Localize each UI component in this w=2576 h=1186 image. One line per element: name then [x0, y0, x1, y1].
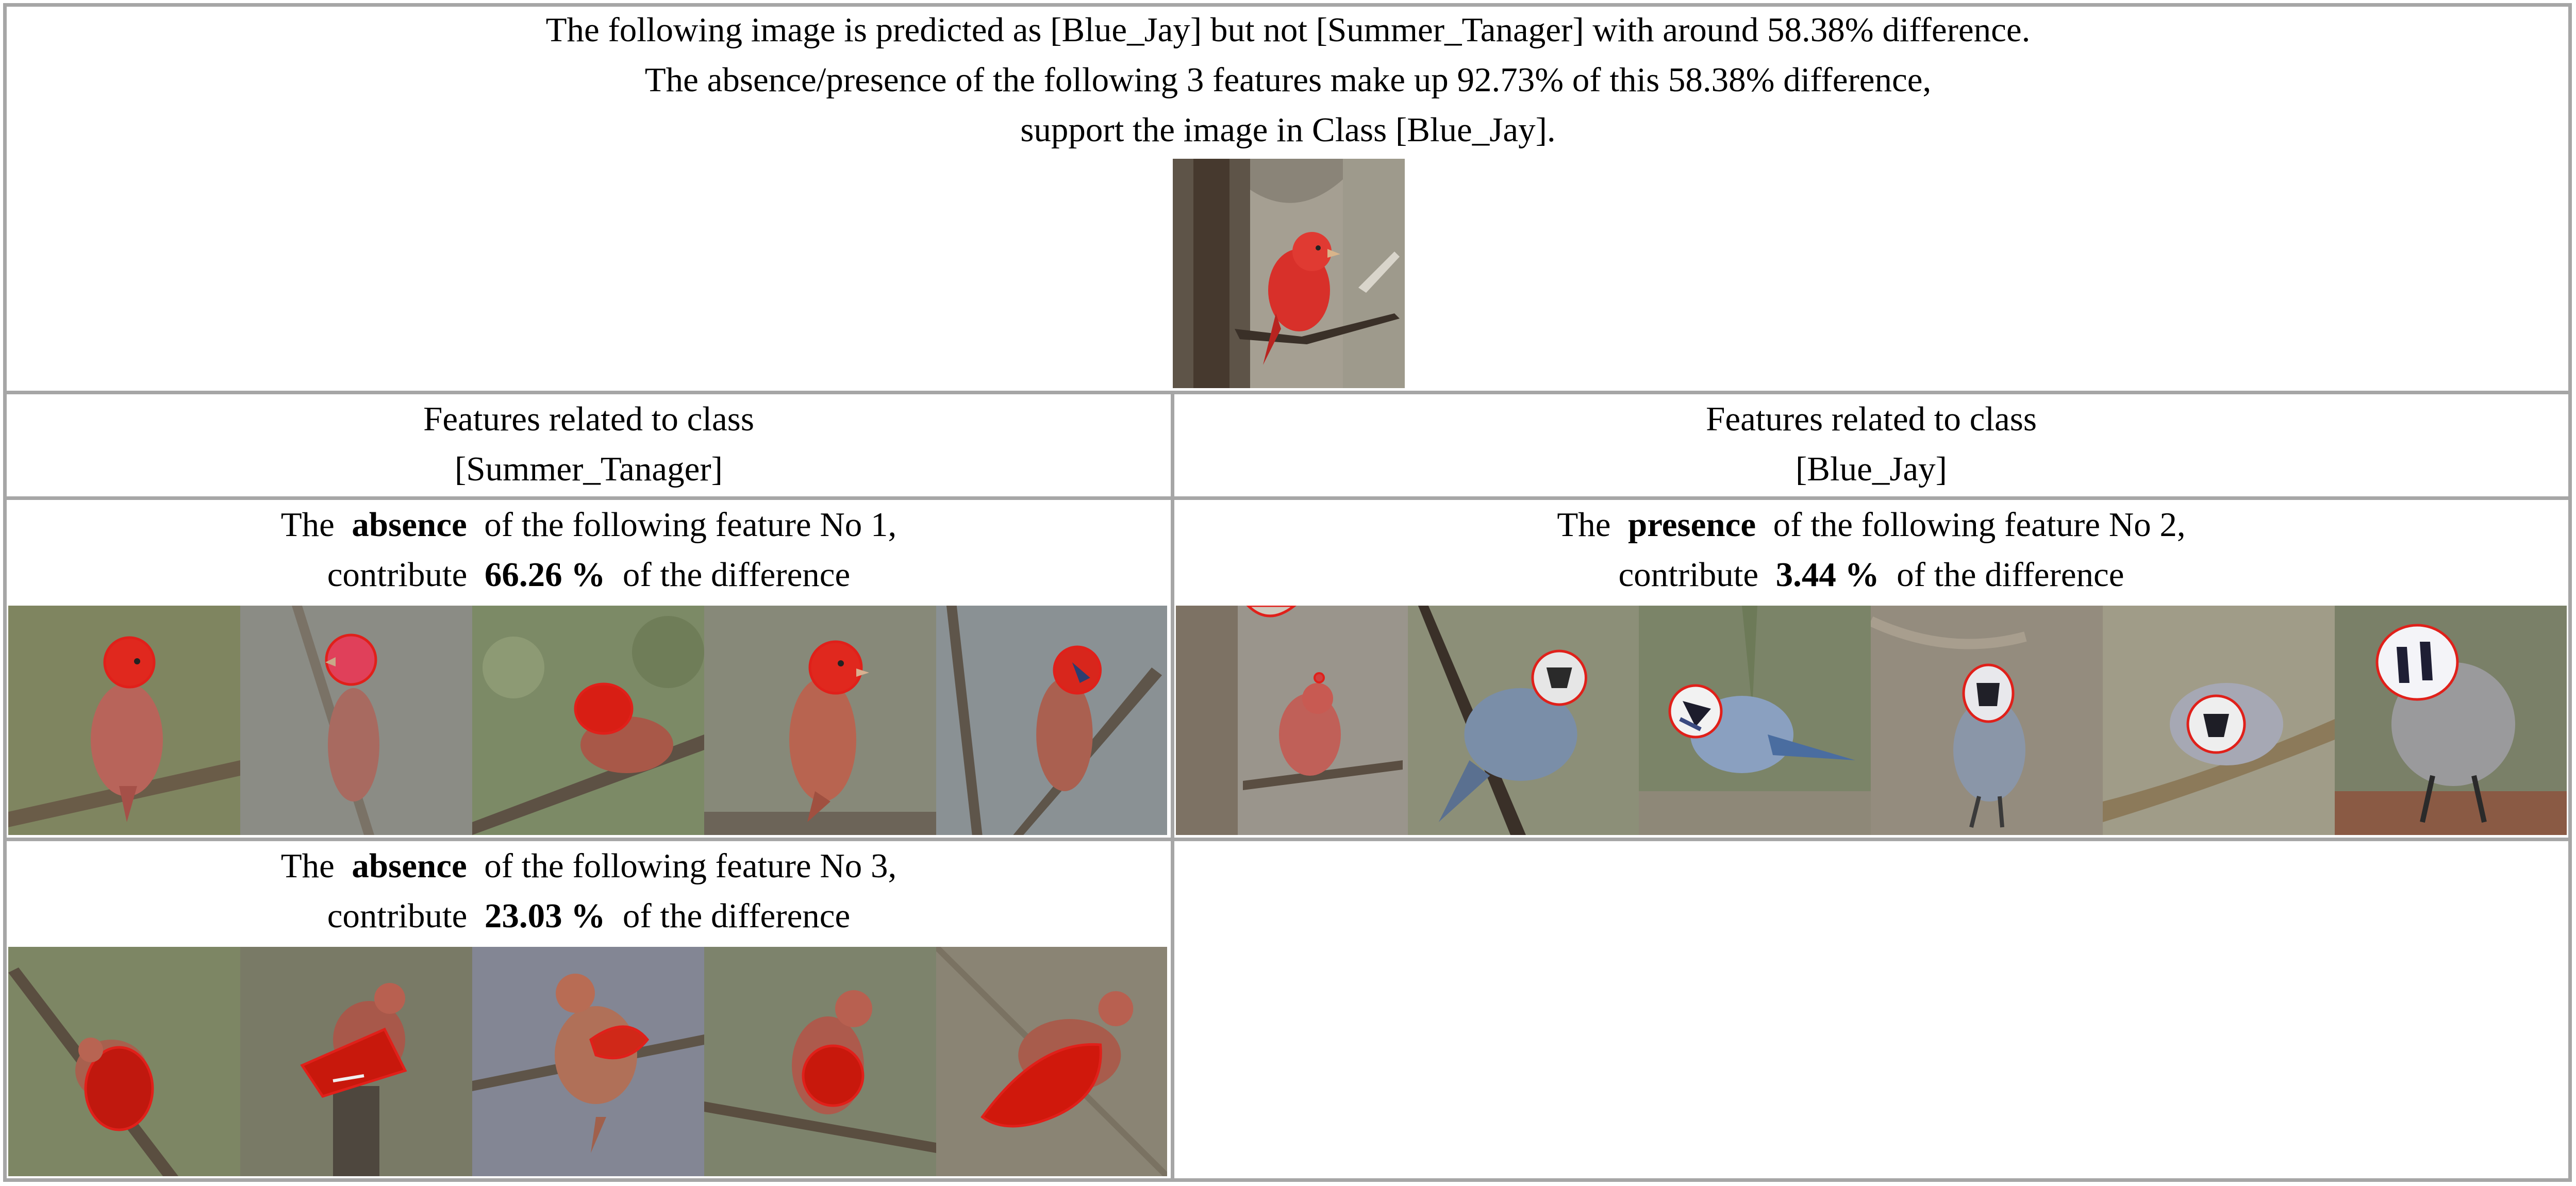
feature-1-caption-line-1: The absence of the following feature No …	[280, 506, 897, 544]
feature-1-mode: absence	[352, 506, 467, 544]
column-divider	[1171, 391, 1174, 1182]
feature-3-image-strip	[8, 947, 1167, 1176]
feature-1-example-image	[8, 606, 240, 835]
feature-3-mode: absence	[352, 847, 467, 885]
feature-3-example-image	[936, 947, 1167, 1176]
feature-1-example-image	[704, 606, 936, 835]
feature-2-image-strip	[1176, 606, 2567, 835]
feature-2-example-image	[1176, 606, 1408, 835]
feature-2-example-image	[2103, 606, 2335, 835]
feature-1-example-image	[472, 606, 704, 835]
feature-1-image-strip	[8, 606, 1167, 835]
header-line-1: The following image is predicted as [Blu…	[545, 11, 2031, 49]
row-divider	[3, 496, 2572, 500]
header-line-3: support the image in Class [Blue_Jay].	[1020, 111, 1556, 149]
feature-2-caption-line-2: contribute 3.44 % of the difference	[1618, 556, 2124, 594]
row-divider	[3, 838, 2572, 841]
left-column-header-line-2: [Summer_Tanager]	[455, 450, 723, 488]
feature-3-example-image	[704, 947, 936, 1176]
feature-3-example-image	[472, 947, 704, 1176]
feature-3-caption-line-1: The absence of the following feature No …	[280, 847, 897, 885]
feature-3-example-image	[8, 947, 240, 1176]
feature-2-example-image	[2335, 606, 2567, 835]
input-bird-image	[1173, 159, 1405, 388]
feature-1-caption-line-2: contribute 66.26 % of the difference	[327, 556, 851, 594]
feature-3-example-image	[240, 947, 472, 1176]
feature-1-example-image	[936, 606, 1167, 835]
feature-2-example-image	[1871, 606, 2103, 835]
feature-2-caption-line-1: The presence of the following feature No…	[1557, 506, 2186, 544]
left-column-header-line-1: Features related to class	[423, 400, 754, 438]
feature-2-percent: 3.44 %	[1775, 556, 1880, 594]
table-frame	[3, 3, 2572, 1182]
feature-3-caption-line-2: contribute 23.03 % of the difference	[327, 897, 851, 935]
feature-2-example-image	[1639, 606, 1871, 835]
feature-3-percent: 23.03 %	[484, 897, 606, 935]
row-divider	[3, 391, 2572, 394]
feature-1-example-image	[240, 606, 472, 835]
feature-1-percent: 66.26 %	[484, 556, 606, 594]
feature-2-example-image	[1408, 606, 1639, 835]
header-line-2: The absence/presence of the following 3 …	[644, 61, 1932, 99]
right-column-header-line-2: [Blue_Jay]	[1796, 450, 1947, 488]
feature-2-mode: presence	[1628, 506, 1756, 544]
right-column-header-line-1: Features related to class	[1706, 400, 2037, 438]
